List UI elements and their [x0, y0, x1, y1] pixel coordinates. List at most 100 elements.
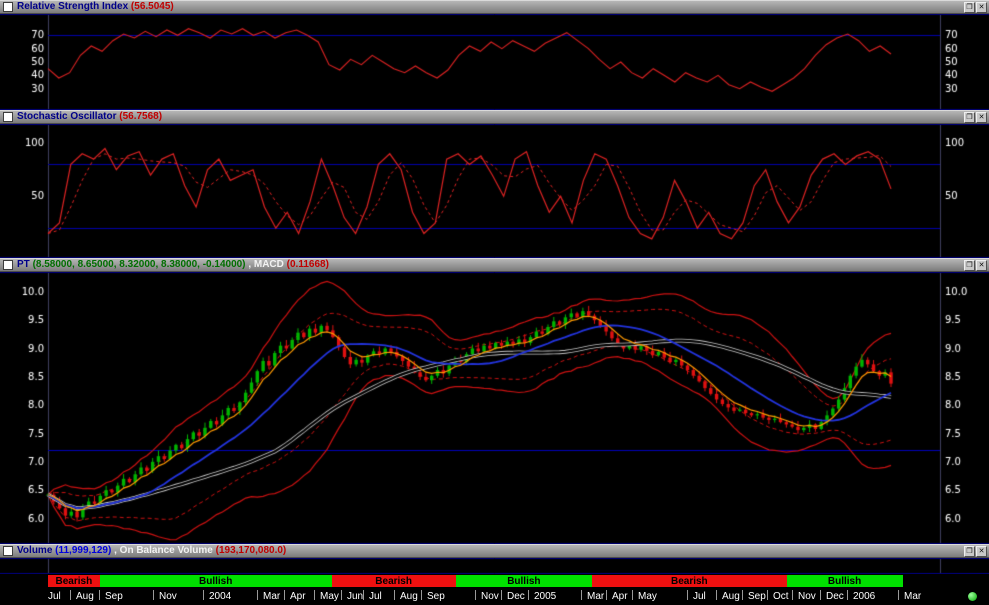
axis-tick — [606, 590, 607, 600]
rsi-close-button[interactable]: ✕ — [976, 2, 987, 13]
signal-label: Bullish — [199, 575, 233, 587]
axis-tick — [153, 590, 154, 600]
signal-segment: Bullish — [455, 575, 593, 587]
month-label: Mar — [904, 591, 922, 602]
volume-titlebar[interactable]: Volume (11,999,129) , On Balance Volume … — [0, 544, 989, 558]
volume-panel: Volume (11,999,129) , On Balance Volume … — [0, 544, 989, 574]
axis-tick — [792, 590, 793, 600]
rsi-plot[interactable] — [0, 14, 989, 110]
price-titlebar[interactable]: PT (8.58000, 8.65000, 8.32000, 8.38000, … — [0, 258, 989, 272]
month-label: Mar — [587, 591, 605, 602]
signal-label: Bearish — [375, 575, 412, 587]
month-label: Sep — [105, 591, 123, 602]
month-label: Dec — [826, 591, 844, 602]
time-axis: Jul Aug Sep Nov 2004 Mar Apr May Jun Jul Aug Sep Nov… — [0, 588, 989, 605]
signal-label: Bearish — [55, 575, 93, 587]
stochastic-maximize-button[interactable]: ❒ — [964, 112, 975, 123]
axis-tick — [687, 590, 688, 600]
rsi-titlebar[interactable]: Relative Strength Index (56.5045) ❒ ✕ — [0, 0, 989, 14]
rsi-maximize-button[interactable]: ❒ — [964, 2, 975, 13]
axis-tick — [742, 590, 743, 600]
price-ohlc-values: (8.58000, 8.65000, 8.32000, 8.38000, -0.… — [32, 259, 246, 270]
month-label: 2005 — [534, 591, 557, 602]
price-plot[interactable] — [0, 272, 989, 544]
panel-icon — [3, 2, 13, 12]
month-label: Sep — [427, 591, 445, 602]
month-label: Oct — [773, 591, 789, 602]
month-label: Apr — [612, 591, 628, 602]
status-indicator — [968, 592, 977, 601]
stochastic-title: Stochastic Oscillator — [17, 111, 120, 122]
volume-close-button[interactable]: ✕ — [976, 546, 987, 557]
month-label: Mar — [263, 591, 281, 602]
month-label: Jul — [693, 591, 706, 602]
signal-segment: Bearish — [331, 575, 456, 587]
axis-tick — [632, 590, 633, 600]
axis-tick — [363, 590, 364, 600]
month-label: Nov — [159, 591, 177, 602]
month-label: Apr — [290, 591, 306, 602]
month-label: Nov — [481, 591, 499, 602]
axis-tick — [898, 590, 899, 600]
signal-segment: Bearish — [48, 575, 100, 587]
axis-tick — [767, 590, 768, 600]
price-close-button[interactable]: ✕ — [976, 260, 987, 271]
month-label: 2006 — [853, 591, 876, 602]
month-label: Jul — [48, 591, 61, 602]
axis-tick — [203, 590, 204, 600]
signal-label: Bearish — [670, 575, 708, 587]
volume-plot[interactable] — [0, 558, 989, 574]
stochastic-close-button[interactable]: ✕ — [976, 112, 987, 123]
month-label: May — [320, 591, 339, 602]
axis-tick — [581, 590, 582, 600]
month-label: Aug — [76, 591, 94, 602]
month-label: Nov — [798, 591, 816, 602]
axis-tick — [528, 590, 529, 600]
stochastic-plot[interactable] — [0, 124, 989, 258]
volume-title: Volume — [17, 545, 56, 556]
price-maximize-button[interactable]: ❒ — [964, 260, 975, 271]
axis-tick — [257, 590, 258, 600]
axis-tick — [847, 590, 848, 600]
axis-tick — [475, 590, 476, 600]
macd-label: , MACD — [248, 259, 287, 270]
panel-icon — [3, 546, 13, 556]
signal-segment: Bullish — [786, 575, 903, 587]
axis-tick — [341, 590, 342, 600]
axis-tick — [820, 590, 821, 600]
signal-label: Bullish — [507, 575, 541, 587]
month-label: Aug — [400, 591, 418, 602]
volume-maximize-button[interactable]: ❒ — [964, 546, 975, 557]
stochastic-titlebar[interactable]: Stochastic Oscillator (56.7568) ❒ ✕ — [0, 110, 989, 124]
signal-label: Bullish — [827, 575, 862, 587]
price-symbol: PT — [17, 259, 33, 270]
obv-value: (193,170,080.0) — [215, 545, 287, 556]
month-label: May — [638, 591, 657, 602]
signal-segment: Bullish — [99, 575, 332, 587]
stochastic-value: (56.7568) — [119, 111, 163, 122]
axis-tick — [394, 590, 395, 600]
month-label: Jun — [347, 591, 364, 602]
macd-value: (0.11668) — [286, 259, 329, 270]
stochastic-panel: Stochastic Oscillator (56.7568) ❒ ✕ — [0, 110, 989, 258]
signal-segment: Bearish — [592, 575, 787, 587]
rsi-title: Relative Strength Index — [17, 1, 131, 12]
month-label: Jul — [369, 591, 382, 602]
axis-tick — [284, 590, 285, 600]
panel-icon — [3, 112, 13, 122]
month-label: 2004 — [209, 591, 232, 602]
axis-tick — [421, 590, 422, 600]
month-label: Sep — [748, 591, 766, 602]
month-label: Aug — [722, 591, 740, 602]
panel-icon — [3, 260, 13, 270]
axis-tick — [99, 590, 100, 600]
axis-tick — [716, 590, 717, 600]
rsi-panel: Relative Strength Index (56.5045) ❒ ✕ — [0, 0, 989, 110]
axis-tick — [314, 590, 315, 600]
price-panel: PT (8.58000, 8.65000, 8.32000, 8.38000, … — [0, 258, 989, 544]
axis-tick — [70, 590, 71, 600]
month-label: Dec — [507, 591, 525, 602]
volume-value: (11,999,129) — [55, 545, 112, 556]
axis-tick — [501, 590, 502, 600]
obv-label: , On Balance Volume — [114, 545, 216, 556]
